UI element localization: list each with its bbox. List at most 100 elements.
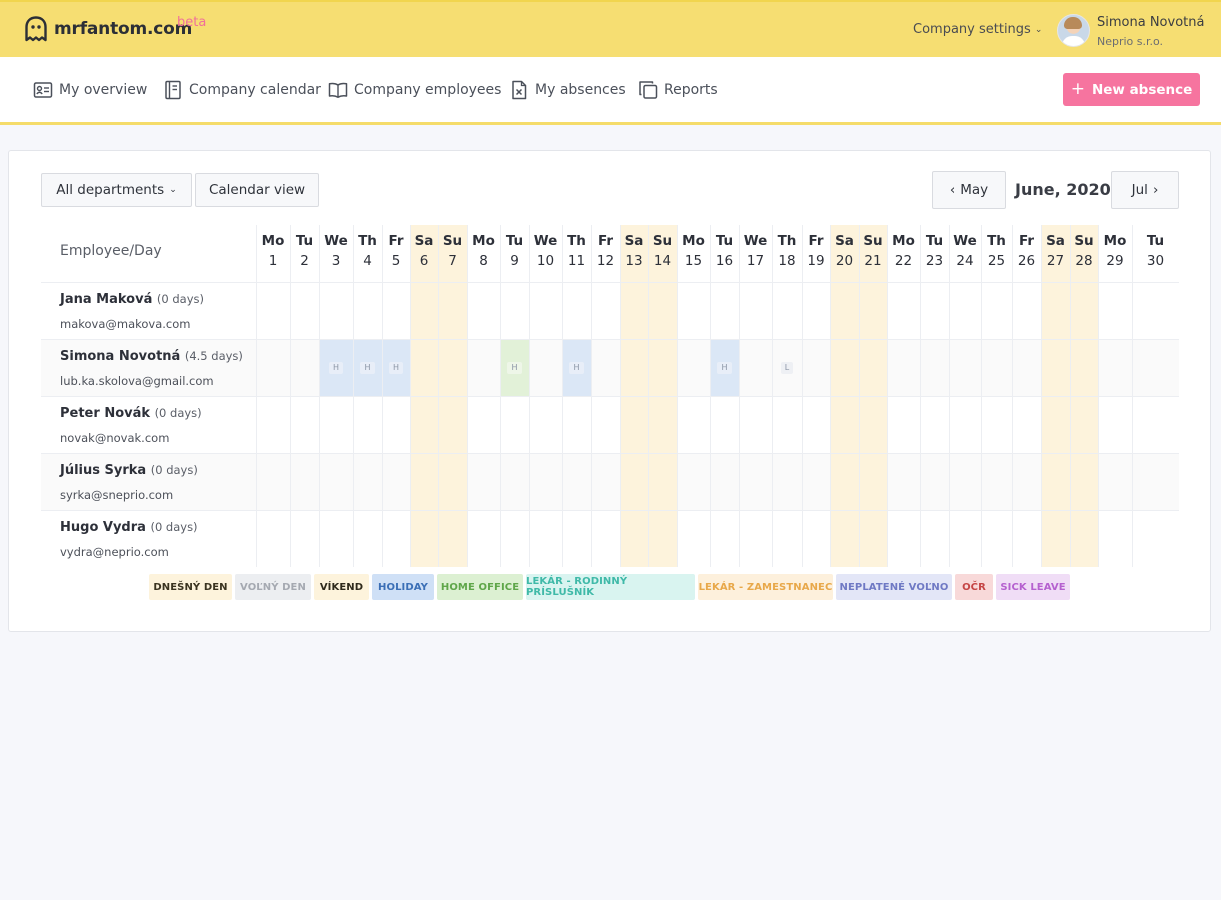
- day-number: 11: [567, 253, 586, 269]
- day-header: We 17: [739, 225, 772, 271]
- day-header: Su 14: [648, 225, 677, 271]
- employee-name[interactable]: Hugo Vydra (0 days): [60, 520, 198, 535]
- employee-name-text: Simona Novotná: [60, 349, 181, 364]
- employee-name[interactable]: Július Syrka (0 days): [60, 463, 198, 478]
- day-number: 28: [1075, 253, 1093, 269]
- day-header: Tu 2: [290, 225, 319, 271]
- legend-item: VOĽNÝ DEN: [235, 574, 311, 600]
- absence-tag: L: [780, 361, 794, 374]
- new-absence-button[interactable]: + New absence: [1063, 73, 1200, 106]
- legend-item: OČR: [955, 574, 993, 600]
- next-month-button[interactable]: Jul ›: [1111, 171, 1179, 209]
- day-name: Th: [567, 233, 586, 249]
- day-header: Th 11: [562, 225, 591, 271]
- employee-name[interactable]: Peter Novák (0 days): [60, 406, 202, 421]
- day-header: Th 25: [981, 225, 1012, 271]
- company-settings-dropdown[interactable]: Company settings ⌄: [913, 22, 1042, 37]
- absence-cell[interactable]: L: [772, 339, 802, 396]
- absence-cell[interactable]: H: [319, 339, 353, 396]
- calendar-view-label: Calendar view: [208, 182, 306, 198]
- day-number: 12: [596, 253, 615, 269]
- day-name: Mo: [1103, 233, 1127, 249]
- prev-month-button[interactable]: ‹ May: [932, 171, 1006, 209]
- absence-cell[interactable]: H: [710, 339, 739, 396]
- absence-tag: H: [569, 361, 584, 374]
- day-header: Fr 19: [802, 225, 830, 271]
- calendar-book-icon: [165, 80, 181, 99]
- row-shade: [41, 339, 1179, 396]
- day-name: We: [533, 233, 558, 249]
- day-number: 22: [894, 253, 913, 269]
- new-absence-label: New absence: [1091, 81, 1193, 98]
- day-number: 19: [807, 253, 825, 269]
- absence-cell[interactable]: H: [353, 339, 382, 396]
- nav-item-reports[interactable]: Reports: [638, 57, 718, 122]
- legend-item: LEKÁR - ZAMESTNANEC: [698, 574, 833, 600]
- day-name: Su: [652, 233, 673, 249]
- row-shade: [41, 453, 1179, 510]
- logo[interactable]: mrfantom.com beta: [24, 15, 206, 42]
- day-number: 1: [268, 253, 278, 269]
- day-name: Fr: [1018, 233, 1035, 249]
- legend-item: HOLIDAY: [372, 574, 434, 600]
- id-card-icon: [33, 81, 53, 98]
- nav-label: My overview: [59, 81, 148, 98]
- day-number: 21: [864, 253, 882, 269]
- avatar[interactable]: [1057, 14, 1090, 47]
- user-name[interactable]: Simona Novotná: [1097, 15, 1205, 30]
- day-name: Tu: [295, 233, 314, 249]
- absence-cell[interactable]: H: [382, 339, 410, 396]
- day-name: We: [953, 233, 977, 249]
- department-filter-dropdown[interactable]: All departments ⌄: [41, 173, 192, 207]
- legend-item: NEPLATENÉ VOĽNO: [836, 574, 952, 600]
- day-header: We 3: [319, 225, 353, 271]
- nav-label: Reports: [664, 81, 718, 98]
- employee-days: (4.5 days): [184, 349, 243, 363]
- grid-line: [41, 453, 1179, 454]
- day-number: 18: [778, 253, 796, 269]
- day-name: Mo: [472, 233, 495, 249]
- legend-item: DNEŠNÝ DEN: [149, 574, 232, 600]
- employee-name[interactable]: Simona Novotná (4.5 days): [60, 349, 243, 364]
- legend-item: HOME OFFICE: [437, 574, 523, 600]
- employee-days: (0 days): [150, 463, 198, 477]
- day-name: Mo: [682, 233, 705, 249]
- day-header: Fr 26: [1012, 225, 1041, 271]
- day-name: Sa: [835, 233, 854, 249]
- day-header: Mo 15: [677, 225, 710, 271]
- day-number: 7: [448, 253, 457, 269]
- logo-text: mrfantom.com: [54, 19, 193, 39]
- nav-item-my-overview[interactable]: My overview: [33, 57, 147, 122]
- employee-name-text: Peter Novák: [60, 406, 151, 421]
- nav-item-my-absences[interactable]: My absences: [509, 57, 626, 122]
- day-name: Fr: [597, 233, 614, 249]
- calendar-view-button[interactable]: Calendar view: [195, 173, 319, 207]
- day-header: Tu 30: [1132, 225, 1179, 271]
- day-name: Sa: [1046, 233, 1065, 249]
- employee-name-text: Hugo Vydra: [60, 520, 146, 535]
- day-header: Th 18: [772, 225, 802, 271]
- day-number: 16: [715, 253, 734, 269]
- employee-email: makova@makova.com: [60, 317, 191, 331]
- day-header: Sa 13: [620, 225, 648, 271]
- day-number: 20: [835, 253, 854, 269]
- nav-item-company-employees[interactable]: Company employees: [328, 57, 501, 122]
- day-name: Tu: [1146, 233, 1165, 249]
- day-number: 23: [925, 253, 944, 269]
- day-name: Tu: [925, 233, 944, 249]
- nav-label: Company employees: [354, 81, 502, 98]
- day-number: 29: [1106, 253, 1124, 269]
- day-number: 24: [956, 253, 974, 269]
- day-header: Sa 20: [830, 225, 859, 271]
- day-name: Sa: [414, 233, 434, 249]
- day-number: 4: [363, 253, 372, 269]
- nav-item-company-calendar[interactable]: Company calendar: [163, 57, 321, 122]
- day-name: Fr: [388, 233, 404, 249]
- employee-name[interactable]: Jana Maková (0 days): [60, 292, 204, 307]
- day-header: Fr 12: [591, 225, 620, 271]
- absence-cell[interactable]: H: [500, 339, 529, 396]
- absence-cell[interactable]: H: [562, 339, 591, 396]
- day-number: 26: [1017, 253, 1036, 269]
- employee-email: novak@novak.com: [60, 431, 170, 445]
- day-header: We 24: [949, 225, 981, 271]
